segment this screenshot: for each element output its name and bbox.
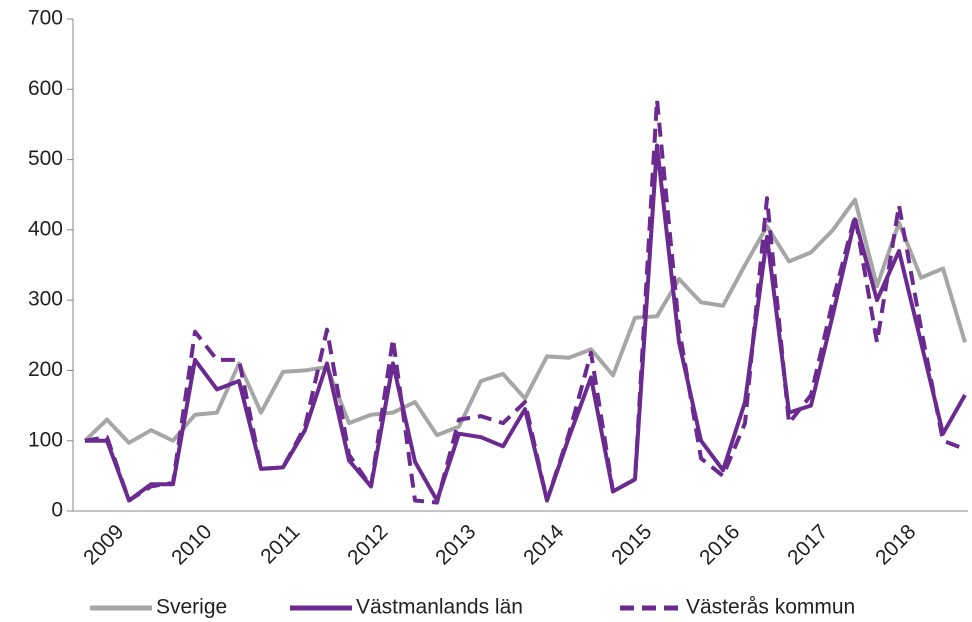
- y-tick-label: 400: [28, 217, 63, 240]
- x-tick-label: 2013: [431, 520, 480, 569]
- legend-label: Västmanlands län: [356, 596, 523, 619]
- y-tick-label: 500: [28, 147, 63, 170]
- x-tick-label: 2011: [256, 520, 304, 568]
- y-tick-label: 700: [28, 7, 63, 30]
- x-tick-label: 2009: [79, 520, 128, 569]
- series-line: [83, 197, 967, 445]
- x-tick-label: 2015: [607, 520, 656, 569]
- x-tick-label: 2010: [167, 520, 216, 569]
- y-tick-label: 200: [28, 358, 63, 381]
- y-tick-label: 300: [28, 288, 63, 311]
- legend-label: Västerås kommun: [686, 596, 855, 619]
- series-line: [84, 97, 966, 505]
- x-tick-label: 2018: [871, 520, 920, 569]
- x-tick-label: 2012: [343, 520, 392, 569]
- x-tick-label: 2016: [695, 520, 744, 569]
- x-tick-label: 2014: [519, 520, 569, 570]
- y-tick-label: 600: [28, 77, 63, 100]
- y-tick-label: 0: [51, 499, 63, 522]
- x-tick-label: 2017: [783, 520, 832, 569]
- y-tick-label: 100: [28, 428, 63, 451]
- series-line: [85, 143, 967, 503]
- legend-label: Sverige: [156, 596, 227, 619]
